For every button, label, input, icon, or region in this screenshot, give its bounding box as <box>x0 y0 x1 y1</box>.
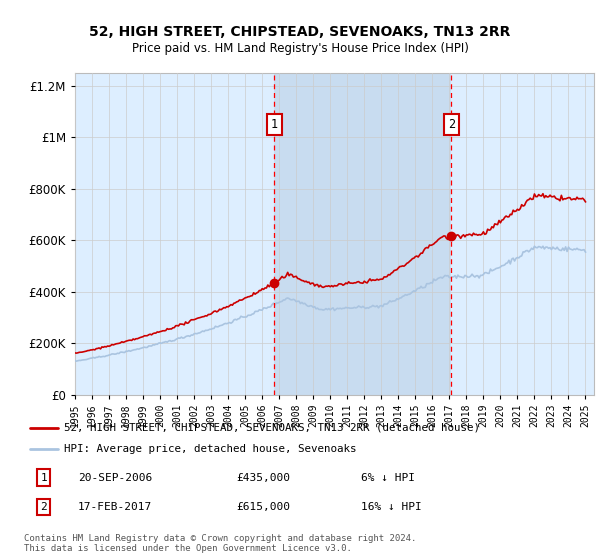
Text: HPI: Average price, detached house, Sevenoaks: HPI: Average price, detached house, Seve… <box>64 444 356 454</box>
Bar <box>274 73 451 395</box>
Text: 17-FEB-2017: 17-FEB-2017 <box>78 502 152 512</box>
Text: 1: 1 <box>40 473 47 483</box>
Text: £435,000: £435,000 <box>236 473 290 483</box>
Text: Price paid vs. HM Land Registry's House Price Index (HPI): Price paid vs. HM Land Registry's House … <box>131 42 469 55</box>
Text: 2: 2 <box>448 118 455 131</box>
Text: 1: 1 <box>271 118 278 131</box>
Text: 52, HIGH STREET, CHIPSTEAD, SEVENOAKS, TN13 2RR: 52, HIGH STREET, CHIPSTEAD, SEVENOAKS, T… <box>89 25 511 39</box>
Text: 20-SEP-2006: 20-SEP-2006 <box>78 473 152 483</box>
Text: Contains HM Land Registry data © Crown copyright and database right 2024.
This d: Contains HM Land Registry data © Crown c… <box>24 534 416 553</box>
Text: 6% ↓ HPI: 6% ↓ HPI <box>361 473 415 483</box>
Text: £615,000: £615,000 <box>236 502 290 512</box>
Text: 52, HIGH STREET, CHIPSTEAD, SEVENOAKS, TN13 2RR (detached house): 52, HIGH STREET, CHIPSTEAD, SEVENOAKS, T… <box>64 423 479 433</box>
Text: 2: 2 <box>40 502 47 512</box>
Text: 16% ↓ HPI: 16% ↓ HPI <box>361 502 422 512</box>
